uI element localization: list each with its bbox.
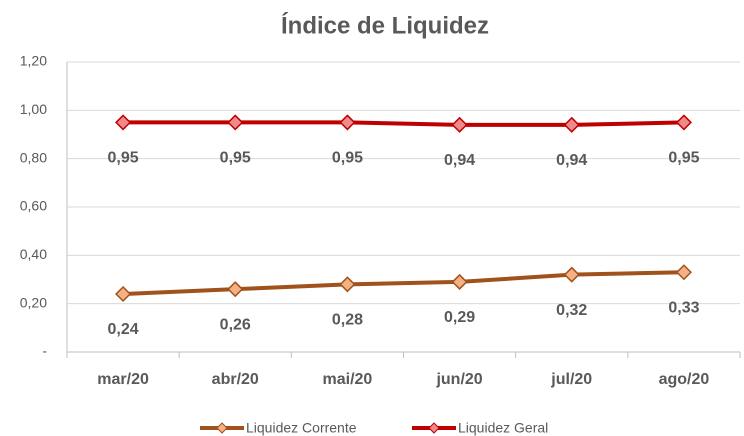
x-tick-label: jul/20 [550, 371, 592, 388]
marker [451, 116, 468, 133]
x-tick-label: mar/20 [97, 371, 149, 388]
series-line [122, 270, 684, 296]
y-tick-label: 0,80 [20, 149, 47, 165]
data-label: 0,28 [332, 312, 363, 329]
data-label: 0,29 [444, 309, 475, 326]
y-tick-label: - [42, 343, 47, 359]
legend-marker [216, 422, 228, 434]
marker [227, 281, 244, 298]
marker [451, 273, 468, 290]
series-line [123, 120, 684, 127]
legend-label: Liquidez Corrente [246, 420, 357, 436]
x-tick-label: abr/20 [212, 371, 259, 388]
marker [339, 114, 356, 131]
marker [563, 116, 580, 133]
marker [339, 276, 356, 293]
legend-label: Liquidez Geral [458, 420, 548, 436]
data-label: 0,94 [444, 152, 475, 169]
data-label: 0,94 [556, 152, 587, 169]
marker [115, 114, 132, 131]
data-label: 0,95 [220, 150, 251, 167]
data-label: 0,95 [108, 150, 139, 167]
y-tick-label: 0,60 [20, 198, 47, 214]
x-tick-label: ago/20 [659, 371, 710, 388]
data-label: 0,24 [108, 321, 139, 338]
y-tick-label: 0,20 [20, 294, 47, 310]
y-tick-label: 1,00 [20, 101, 47, 117]
chart-title: Índice de Liquidez [281, 11, 489, 39]
data-label: 0,95 [668, 150, 699, 167]
legend-marker [428, 422, 440, 434]
y-tick-label: 1,20 [20, 53, 47, 69]
x-tick-label: jun/20 [435, 371, 482, 388]
data-label: 0,32 [556, 302, 587, 319]
marker [675, 114, 692, 131]
data-label: 0,95 [332, 150, 363, 167]
marker [675, 264, 692, 281]
marker [115, 285, 132, 303]
x-tick-label: mai/20 [323, 371, 373, 388]
marker [563, 266, 580, 283]
data-label: 0,26 [220, 316, 251, 333]
data-label: 0,33 [668, 299, 699, 316]
y-tick-label: 0,40 [20, 246, 47, 262]
marker [227, 114, 244, 131]
